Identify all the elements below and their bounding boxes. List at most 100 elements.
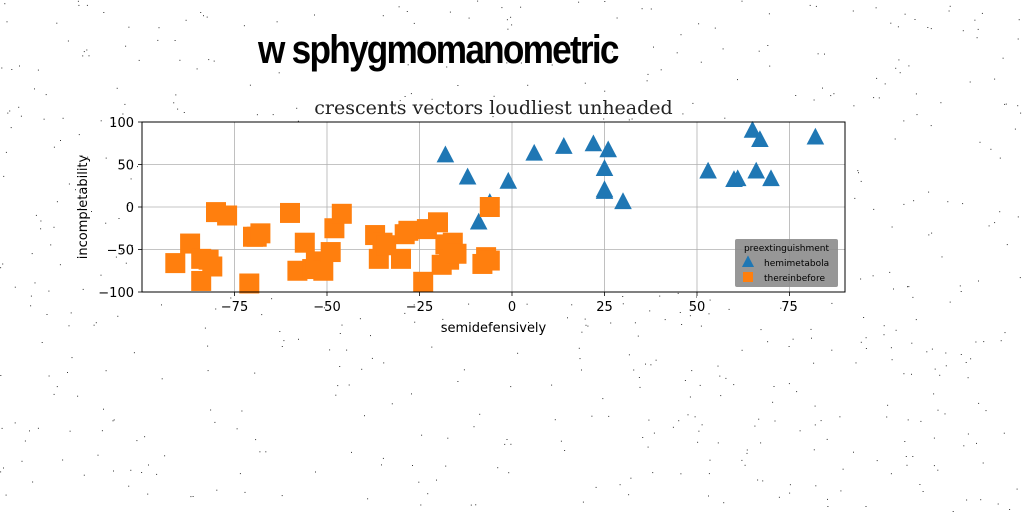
noise-dot bbox=[865, 337, 867, 339]
noise-dot bbox=[1016, 488, 1018, 490]
noise-dot bbox=[156, 473, 158, 475]
noise-dot bbox=[30, 295, 32, 297]
noise-dot bbox=[100, 120, 102, 122]
noise-dot bbox=[161, 378, 163, 380]
noise-dot bbox=[853, 451, 854, 453]
noise-dot bbox=[919, 484, 921, 485]
noise-dot bbox=[67, 372, 68, 373]
noise-dot bbox=[551, 384, 553, 386]
noise-dot bbox=[382, 15, 384, 17]
noise-dot bbox=[650, 364, 652, 366]
noise-dot bbox=[53, 146, 55, 148]
noise-dot bbox=[1, 427, 3, 429]
noise-dot bbox=[584, 82, 586, 84]
square-point bbox=[202, 256, 223, 277]
noise-dot bbox=[903, 203, 905, 205]
noise-dot bbox=[271, 298, 273, 300]
noise-dot bbox=[758, 418, 760, 420]
noise-dot bbox=[210, 409, 212, 411]
noise-dot bbox=[348, 384, 350, 386]
noise-dot bbox=[733, 384, 735, 386]
noise-dot bbox=[746, 452, 748, 454]
noise-dot bbox=[256, 114, 258, 116]
noise-dot bbox=[103, 12, 105, 13]
noise-dot bbox=[141, 472, 143, 473]
noise-dot bbox=[639, 386, 641, 388]
square-point bbox=[250, 223, 271, 244]
noise-dot bbox=[863, 317, 865, 318]
noise-dot bbox=[341, 324, 343, 326]
square-point bbox=[313, 260, 334, 281]
legend-entry-label: hemimetabola bbox=[764, 259, 829, 269]
noise-dot bbox=[1020, 112, 1022, 114]
noise-dot bbox=[842, 468, 844, 470]
noise-dot bbox=[56, 386, 58, 388]
noise-dot bbox=[691, 370, 693, 372]
noise-dot bbox=[622, 296, 624, 297]
noise-dot bbox=[125, 45, 127, 47]
noise-dot bbox=[468, 303, 470, 305]
noise-dot bbox=[34, 282, 36, 284]
square-point bbox=[479, 197, 500, 217]
noise-dot bbox=[35, 214, 37, 216]
noise-dot bbox=[579, 358, 581, 360]
square-point bbox=[280, 202, 300, 223]
noise-dot bbox=[560, 440, 562, 442]
noise-dot bbox=[619, 484, 621, 486]
noise-dot bbox=[949, 5, 951, 7]
noise-dot bbox=[31, 253, 33, 255]
noise-dot bbox=[830, 95, 832, 97]
noise-dot bbox=[77, 0, 79, 2]
noise-dot bbox=[554, 419, 556, 421]
series-hemimetabola bbox=[436, 120, 825, 230]
noise-dot bbox=[296, 107, 298, 109]
noise-dot bbox=[700, 61, 702, 63]
noise-dot bbox=[983, 341, 985, 343]
noise-dot bbox=[41, 342, 43, 343]
noise-dot bbox=[501, 7, 503, 9]
square-point bbox=[217, 205, 238, 226]
noise-dot bbox=[689, 396, 691, 398]
noise-dot bbox=[130, 178, 132, 180]
legend-entries: hemimetabola thereinbefore bbox=[741, 255, 829, 284]
noise-dot bbox=[508, 108, 510, 110]
square-point bbox=[479, 250, 500, 271]
noise-dot bbox=[720, 395, 722, 397]
noise-dot bbox=[37, 69, 39, 71]
noise-dot bbox=[413, 22, 415, 24]
noise-dot bbox=[567, 317, 568, 319]
noise-dot bbox=[68, 325, 70, 327]
triangle-point bbox=[806, 127, 825, 145]
noise-dot bbox=[857, 170, 859, 172]
noise-dot bbox=[814, 405, 816, 407]
noise-dot bbox=[717, 365, 719, 367]
noise-dot bbox=[979, 141, 981, 143]
noise-dot bbox=[133, 352, 135, 354]
noise-dot bbox=[148, 464, 149, 466]
noise-dot bbox=[645, 363, 646, 365]
y-axis-label: incompletability bbox=[76, 154, 91, 259]
noise-dot bbox=[933, 393, 935, 395]
noise-dot bbox=[244, 491, 246, 493]
noise-dot bbox=[183, 112, 185, 113]
noise-dot bbox=[0, 375, 2, 376]
triangle-point bbox=[728, 169, 747, 187]
noise-dot bbox=[811, 337, 812, 339]
square-point bbox=[331, 203, 352, 224]
noise-dot bbox=[0, 267, 2, 269]
noise-dot bbox=[137, 166, 138, 168]
noise-dot bbox=[916, 114, 918, 116]
noise-dot bbox=[442, 318, 444, 320]
noise-dot bbox=[216, 489, 218, 491]
noise-dot bbox=[70, 312, 72, 314]
triangle-point bbox=[699, 161, 717, 179]
noise-dot bbox=[421, 434, 423, 436]
noise-dot bbox=[931, 348, 933, 350]
noise-dot bbox=[709, 459, 711, 461]
series-thereinbefore bbox=[165, 197, 500, 294]
noise-dot bbox=[128, 485, 130, 487]
noise-dot bbox=[817, 53, 819, 55]
axis-ticks: −75 −50 −25 0 25 50 75 −100 −50 0 50 100 bbox=[98, 116, 797, 315]
noise-dot bbox=[628, 119, 630, 121]
noise-dot bbox=[860, 278, 862, 280]
